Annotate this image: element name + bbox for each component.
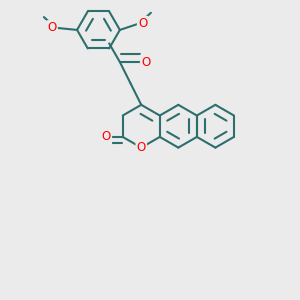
Text: O: O <box>136 141 146 154</box>
Text: O: O <box>141 56 150 68</box>
Text: O: O <box>138 17 147 30</box>
Text: O: O <box>102 130 111 143</box>
Text: O: O <box>47 21 57 34</box>
